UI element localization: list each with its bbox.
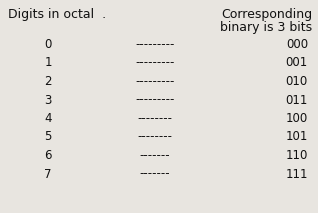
Text: 5: 5: [44, 131, 52, 144]
Text: 010: 010: [286, 75, 308, 88]
Text: 6: 6: [44, 149, 52, 162]
Text: 0: 0: [44, 38, 52, 51]
Text: binary is 3 bits: binary is 3 bits: [220, 21, 312, 34]
Text: 1: 1: [44, 56, 52, 69]
Text: 011: 011: [286, 94, 308, 106]
Text: --------: --------: [137, 112, 172, 125]
Text: 3: 3: [44, 94, 52, 106]
Text: Digits in octal  .: Digits in octal .: [8, 8, 106, 21]
Text: 4: 4: [44, 112, 52, 125]
Text: Corresponding: Corresponding: [221, 8, 312, 21]
Text: -------: -------: [140, 149, 170, 162]
Text: 111: 111: [286, 167, 308, 180]
Text: 100: 100: [286, 112, 308, 125]
Text: 110: 110: [286, 149, 308, 162]
Text: ---------: ---------: [135, 94, 175, 106]
Text: 2: 2: [44, 75, 52, 88]
Text: ---------: ---------: [135, 38, 175, 51]
Text: 7: 7: [44, 167, 52, 180]
Text: ---------: ---------: [135, 75, 175, 88]
Text: 000: 000: [286, 38, 308, 51]
Text: --------: --------: [137, 131, 172, 144]
Text: 001: 001: [286, 56, 308, 69]
Text: -------: -------: [140, 167, 170, 180]
Text: 101: 101: [286, 131, 308, 144]
Text: ---------: ---------: [135, 56, 175, 69]
